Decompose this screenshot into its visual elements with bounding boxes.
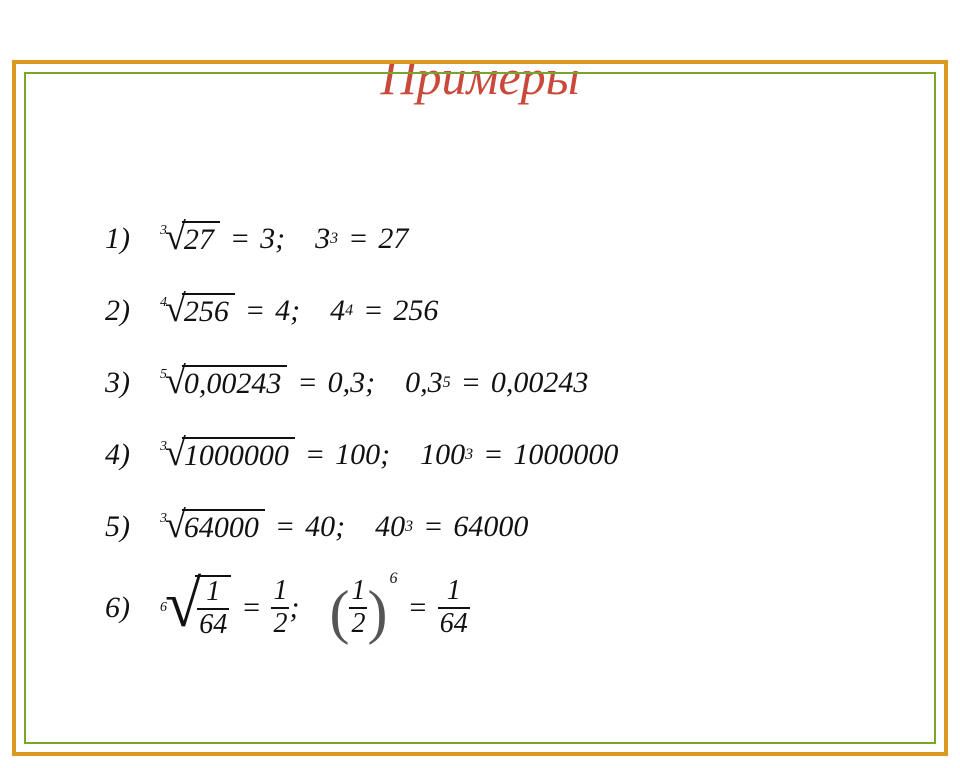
equals-sign: = — [220, 222, 260, 256]
semicolon: ; — [365, 366, 375, 400]
paren-left-icon: ( — [329, 582, 349, 642]
power-base: 0,3 — [405, 366, 443, 400]
equals-sign: = — [338, 222, 378, 256]
row-number: 2) — [105, 294, 160, 328]
power-base: 3 — [315, 222, 330, 256]
fraction-denominator: 64 — [197, 608, 229, 641]
example-row: 6) 6 √ 1 64 = 1 2 ; ( 1 2 ) 6 = — [105, 563, 618, 653]
example-row: 5) 3 √ 64000 = 40; 403 = 64000 — [105, 491, 618, 563]
power-result: 0,00243 — [491, 366, 589, 400]
equals-sign: = — [353, 294, 393, 328]
power-base: 4 — [330, 294, 345, 328]
fraction-numerator: 1 — [447, 576, 461, 607]
fraction-denominator: 64 — [438, 607, 470, 640]
radical-icon: √ — [165, 218, 186, 256]
nth-root: 3 √ 27 — [160, 220, 220, 258]
fraction-denominator: 2 — [271, 607, 289, 640]
root-value: 3 — [260, 222, 275, 256]
example-row: 4) 3 √ 1000000 = 100; 1003 = 1000000 — [105, 419, 618, 491]
root-value: 4 — [275, 294, 290, 328]
power-base: 40 — [375, 510, 405, 544]
power-base: 100 — [420, 438, 465, 472]
power-result: 256 — [393, 294, 438, 328]
example-row: 1) 3 √ 27 = 3; 33 = 27 — [105, 203, 618, 275]
example-row: 3) 5 √ 0,00243 = 0,3; 0,35 = 0,00243 — [105, 347, 618, 419]
fraction-numerator: 1 — [351, 576, 365, 607]
equals-sign: = — [473, 438, 513, 472]
power-result: 27 — [378, 222, 408, 256]
row-number: 3) — [105, 366, 160, 400]
equals-sign: = — [265, 510, 305, 544]
radical-icon: √ — [165, 290, 186, 328]
power-result: 64000 — [453, 510, 528, 544]
fraction-numerator: 1 — [206, 577, 220, 608]
equals-sign: = — [397, 591, 437, 625]
power-result: 1000000 — [513, 438, 618, 472]
equals-sign: = — [287, 366, 327, 400]
fraction-numerator: 1 — [273, 576, 287, 607]
nth-root: 6 √ 1 64 — [160, 575, 231, 641]
power-result-fraction: 1 64 — [438, 576, 470, 640]
power-exponent: 4 — [345, 302, 353, 320]
row-number: 6) — [105, 591, 160, 625]
radicand: 64000 — [182, 509, 265, 545]
root-value-fraction: 1 2 — [271, 576, 289, 640]
radical-icon: √ — [165, 506, 186, 544]
example-row: 2) 4 √ 256 = 4; 44 = 256 — [105, 275, 618, 347]
radicand: 256 — [182, 293, 235, 329]
root-value: 40 — [305, 510, 335, 544]
semicolon: ; — [289, 591, 299, 625]
power-exponent: 3 — [330, 230, 338, 248]
power-base-fraction: ( 1 2 ) 6 — [329, 576, 397, 640]
paren-right-icon: ) — [367, 582, 387, 642]
radicand: 1000000 — [182, 437, 295, 473]
semicolon: ; — [335, 510, 345, 544]
nth-root: 3 √ 1000000 — [160, 436, 295, 474]
row-number: 5) — [105, 510, 160, 544]
nth-root: 5 √ 0,00243 — [160, 364, 287, 402]
radical-icon: √ — [165, 572, 201, 638]
fraction-denominator: 2 — [349, 607, 367, 640]
semicolon: ; — [275, 222, 285, 256]
nth-root: 4 √ 256 — [160, 292, 235, 330]
radicand: 27 — [182, 221, 220, 257]
equals-sign: = — [231, 591, 271, 625]
equals-sign: = — [235, 294, 275, 328]
equals-sign: = — [451, 366, 491, 400]
power-exponent: 3 — [465, 446, 473, 464]
radicand: 0,00243 — [182, 365, 288, 401]
row-number: 1) — [105, 222, 160, 256]
nth-root: 3 √ 64000 — [160, 508, 265, 546]
examples-list: 1) 3 √ 27 = 3; 33 = 27 2) 4 √ 256 = 4; 4… — [105, 203, 618, 653]
root-value: 100 — [335, 438, 380, 472]
radical-icon: √ — [165, 434, 186, 472]
power-exponent: 3 — [405, 518, 413, 536]
equals-sign: = — [295, 438, 335, 472]
semicolon: ; — [290, 294, 300, 328]
root-value: 0,3 — [328, 366, 366, 400]
semicolon: ; — [380, 438, 390, 472]
row-number: 4) — [105, 438, 160, 472]
power-exponent: 6 — [389, 570, 397, 588]
radical-icon: √ — [165, 362, 186, 400]
power-exponent: 5 — [443, 374, 451, 392]
equals-sign: = — [413, 510, 453, 544]
